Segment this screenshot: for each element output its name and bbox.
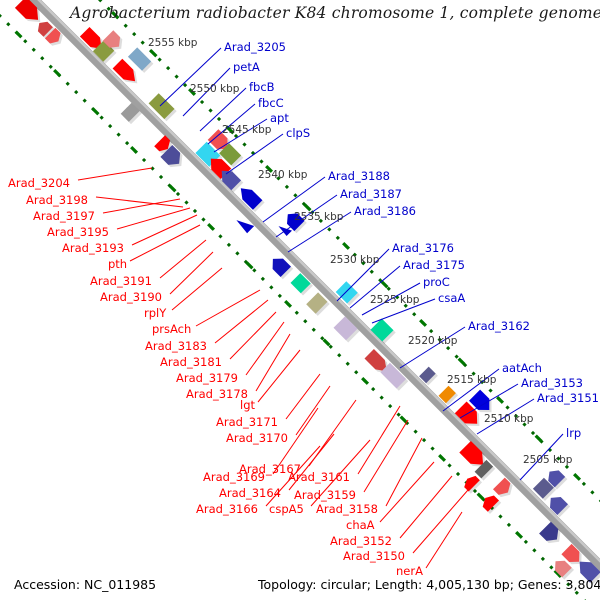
gene-label-forward-14[interactable]: lgt	[240, 398, 256, 412]
page-title: Agrobacterium radiobacter K84 chromosome…	[70, 4, 600, 22]
scale-tick-label-6: 2525 kbp	[370, 294, 420, 306]
gene-label-reverse-12[interactable]: csaA	[438, 291, 466, 305]
gene-label-forward-23[interactable]: cspA5	[269, 502, 304, 516]
gene-label-reverse-3[interactable]: fbcC	[258, 96, 284, 110]
gene-label-reverse-13[interactable]: Arad_3162	[468, 319, 530, 333]
gene-label-forward-19[interactable]: Arad_3161	[288, 470, 350, 484]
gene-label-forward-2[interactable]: Arad_3197	[33, 209, 95, 223]
gene-label-forward-24[interactable]: Arad_3158	[316, 502, 378, 516]
scale-tick-label-3: 2540 kbp	[258, 169, 308, 181]
gene-label-forward-18[interactable]: Arad_3169	[203, 470, 265, 484]
gene-label-forward-4[interactable]: Arad_3193	[62, 241, 124, 255]
gene-label-forward-20[interactable]: Arad_3164	[219, 486, 281, 500]
scale-tick-label-2: 2545 kbp	[222, 124, 272, 136]
scale-tick-label-4: 2535 kbp	[294, 211, 344, 223]
gene-label-reverse-10[interactable]: Arad_3175	[403, 258, 465, 272]
scale-tick-label-10: 2505 kbp	[523, 454, 573, 466]
gene-label-forward-17[interactable]: Arad_3167	[239, 462, 301, 476]
gene-label-forward-13[interactable]: Arad_3178	[186, 387, 248, 401]
gene-label-reverse-5[interactable]: clpS	[286, 126, 311, 140]
gene-label-forward-21[interactable]: Arad_3159	[294, 488, 356, 502]
scale-tick-label-0: 2555 kbp	[148, 37, 198, 49]
scale-tick-label-1: 2550 kbp	[190, 83, 240, 95]
gene-label-reverse-1[interactable]: petA	[233, 60, 260, 74]
gene-label-forward-11[interactable]: Arad_3181	[160, 355, 222, 369]
gene-label-forward-0[interactable]: Arad_3204	[8, 176, 70, 190]
scale-tick-label-8: 2515 kbp	[447, 374, 497, 386]
gene-label-forward-9[interactable]: prsAch	[152, 322, 192, 336]
scale-tick-label-5: 2530 kbp	[330, 254, 380, 266]
gene-label-reverse-0[interactable]: Arad_3205	[224, 40, 286, 54]
gene-label-reverse-16[interactable]: Arad_3151	[537, 391, 599, 405]
gene-label-reverse-11[interactable]: proC	[423, 275, 450, 289]
scale-tick-label-9: 2510 kbp	[484, 413, 534, 425]
gene-label-forward-6[interactable]: Arad_3191	[90, 274, 152, 288]
gene-label-reverse-15[interactable]: Arad_3153	[521, 376, 583, 390]
gene-label-reverse-4[interactable]: apt	[270, 111, 289, 125]
gene-label-reverse-8[interactable]: Arad_3186	[354, 204, 416, 218]
scale-tick-label-7: 2520 kbp	[408, 335, 458, 347]
gene-label-forward-8[interactable]: rplY	[144, 306, 167, 320]
gene-label-forward-26[interactable]: Arad_3152	[330, 534, 392, 548]
gene-label-forward-7[interactable]: Arad_3190	[100, 290, 162, 304]
gene-label-reverse-17[interactable]: lrp	[566, 426, 582, 440]
genome-stats-text: Topology: circular; Length: 4,005,130 bp…	[258, 577, 600, 592]
gene-label-forward-28[interactable]: nerA	[396, 564, 423, 578]
gene-label-forward-16[interactable]: Arad_3170	[226, 431, 288, 445]
gene-label-forward-15[interactable]: Arad_3171	[216, 415, 278, 429]
gene-label-reverse-14[interactable]: aatAch	[502, 361, 542, 375]
gene-label-forward-3[interactable]: Arad_3195	[47, 225, 109, 239]
accession-text: Accession: NC_011985	[14, 577, 157, 592]
gene-label-forward-12[interactable]: Arad_3179	[176, 371, 238, 385]
gene-label-forward-5[interactable]: pth	[108, 257, 128, 271]
gene-label-reverse-9[interactable]: Arad_3176	[392, 241, 454, 255]
gene-label-reverse-7[interactable]: Arad_3187	[340, 187, 402, 201]
gene-label-forward-10[interactable]: Arad_3183	[145, 339, 207, 353]
gene-label-reverse-2[interactable]: fbcB	[249, 80, 275, 94]
gene-label-forward-1[interactable]: Arad_3198	[26, 193, 88, 207]
gene-label-forward-22[interactable]: Arad_3166	[196, 502, 258, 516]
leader-lines-forward	[77, 167, 469, 569]
gene-label-forward-27[interactable]: Arad_3150	[343, 549, 405, 563]
gene-label-reverse-6[interactable]: Arad_3188	[328, 169, 390, 183]
leader-lines-reverse	[159, 47, 564, 481]
gene-label-forward-25[interactable]: chaA	[346, 518, 375, 532]
